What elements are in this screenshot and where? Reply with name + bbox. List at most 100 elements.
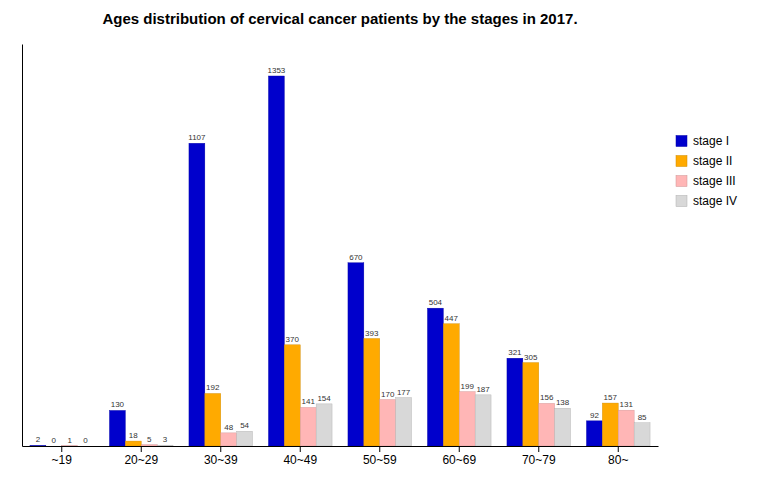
series — [62, 392, 634, 446]
legend-swatch — [676, 196, 687, 207]
data-label: 1353 — [268, 66, 286, 75]
x-tick-mark — [538, 446, 539, 452]
legend-swatch — [676, 176, 687, 187]
bar — [316, 404, 332, 446]
x-tick-mark — [220, 446, 221, 452]
x-tick: ~19 — [52, 446, 73, 467]
bar — [62, 445, 78, 446]
data-label: 18 — [129, 431, 138, 440]
x-tick-label: 60~69 — [442, 453, 476, 467]
legend-label: stage I — [693, 134, 729, 148]
bar — [618, 410, 634, 446]
x-tick-label: 20~29 — [124, 453, 158, 467]
bar — [109, 410, 125, 446]
bar — [237, 431, 253, 446]
bar — [348, 263, 364, 446]
data-label: 156 — [540, 393, 554, 402]
bar — [555, 408, 571, 446]
x-axis: ~19 20~29 30~39 40~49 50~59 60~69 70~79 80~ — [23, 446, 659, 467]
bar — [46, 446, 62, 447]
x-tick: 50~59 — [363, 446, 397, 467]
plot: 2130110713536705043219201819237039344730… — [23, 45, 659, 467]
data-label: 5 — [147, 435, 152, 444]
y-axis-line — [22, 45, 23, 447]
legend-swatch — [676, 136, 687, 147]
data-label: 2 — [36, 435, 41, 444]
bar — [443, 324, 459, 446]
data-label: 177 — [397, 388, 411, 397]
data-label: 1107 — [188, 133, 206, 142]
data-label: 85 — [638, 413, 647, 422]
chart: 2130110713536705043219201819237039344730… — [0, 0, 768, 478]
bar — [30, 445, 46, 446]
data-label: 305 — [524, 353, 538, 362]
x-tick-mark — [61, 446, 62, 452]
data-label: 157 — [604, 393, 618, 402]
x-tick: 70~79 — [522, 446, 556, 467]
data-label: 187 — [476, 385, 490, 394]
legend-label: stage IV — [693, 194, 737, 208]
bar — [539, 403, 555, 446]
data-label: 321 — [508, 348, 522, 357]
data-label: 199 — [461, 382, 475, 391]
data-labels: 2130110713536705043219201819237039344730… — [36, 66, 647, 445]
series — [125, 324, 618, 446]
x-tick-mark — [459, 446, 460, 452]
bar — [459, 392, 475, 446]
legend-swatch — [676, 156, 687, 167]
legend-item: stage I — [676, 134, 729, 148]
x-tick-mark — [300, 446, 301, 452]
x-tick-label: 40~49 — [283, 453, 317, 467]
x-tick: 20~29 — [124, 446, 158, 467]
data-label: 1 — [67, 436, 72, 445]
y-axis — [22, 45, 23, 447]
bar — [141, 445, 157, 446]
x-tick: 40~49 — [283, 446, 317, 467]
data-label: 0 — [83, 436, 88, 445]
bar — [268, 76, 284, 446]
legend-label: stage III — [693, 174, 736, 188]
bar — [78, 446, 94, 447]
data-label: 0 — [52, 436, 57, 445]
bar — [221, 433, 237, 446]
bar — [523, 363, 539, 446]
x-tick-label: 80~ — [608, 453, 628, 467]
x-tick: 80~ — [608, 446, 628, 467]
x-tick-label: 50~59 — [363, 453, 397, 467]
bar — [125, 441, 141, 446]
x-tick-mark — [618, 446, 619, 452]
legend-item: stage IV — [676, 194, 737, 208]
x-tick: 30~39 — [204, 446, 238, 467]
data-label: 131 — [620, 400, 634, 409]
data-label: 48 — [224, 423, 233, 432]
legend-label: stage II — [693, 154, 732, 168]
bar — [507, 358, 523, 446]
bar — [380, 400, 396, 446]
bar — [364, 339, 380, 446]
bar — [300, 407, 316, 446]
data-label: 370 — [286, 335, 300, 344]
bar — [157, 445, 173, 446]
bar — [396, 398, 412, 446]
data-label: 138 — [556, 398, 570, 407]
data-label: 192 — [206, 383, 220, 392]
data-label: 92 — [590, 411, 599, 420]
legend: stage I stage II stage III stage IV — [676, 134, 737, 208]
bar — [205, 393, 221, 446]
bar — [284, 345, 300, 446]
data-label: 504 — [429, 298, 443, 307]
legend-item: stage II — [676, 154, 732, 168]
bar — [602, 403, 618, 446]
x-axis-line — [23, 446, 659, 447]
bar — [634, 423, 650, 446]
x-tick-label: ~19 — [52, 453, 73, 467]
data-label: 141 — [302, 397, 316, 406]
x-tick-mark — [379, 446, 380, 452]
data-label: 393 — [365, 329, 379, 338]
x-tick: 60~69 — [442, 446, 476, 467]
bar — [427, 308, 443, 446]
x-tick-mark — [141, 446, 142, 452]
data-label: 170 — [381, 390, 395, 399]
bar — [475, 395, 491, 446]
data-label: 3 — [163, 435, 168, 444]
